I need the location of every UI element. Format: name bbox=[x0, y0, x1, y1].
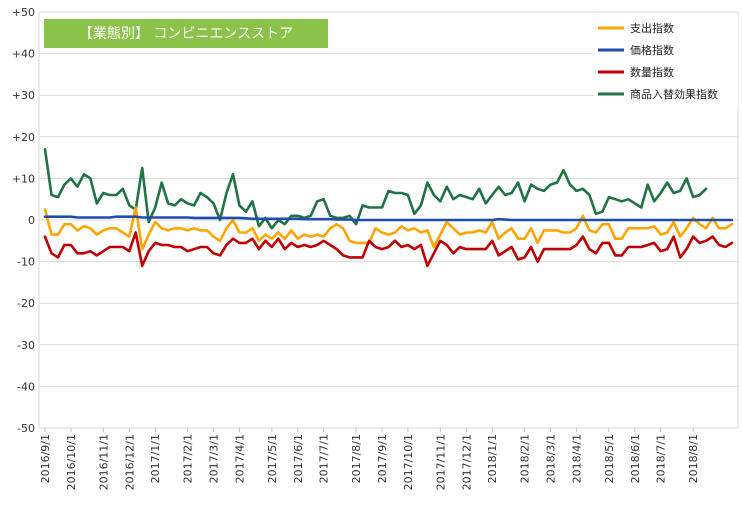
y-axis: +50 +40 +30 +20 +10 0 -10 -20 -30 -40 -50 bbox=[12, 6, 35, 435]
x-tick-label: 2017/6/1 bbox=[292, 434, 305, 483]
x-tick-label: 2018/4/1 bbox=[570, 434, 583, 483]
x-tick-label: 2017/7/1 bbox=[318, 434, 331, 483]
x-tick-label: 2017/10/1 bbox=[402, 434, 415, 490]
y-tick-label: 0 bbox=[28, 214, 35, 227]
series-line-3 bbox=[43, 148, 708, 230]
x-tick-label: 2018/1/1 bbox=[486, 434, 499, 483]
x-tick-label: 2017/4/1 bbox=[233, 434, 246, 483]
y-tick-label: +20 bbox=[12, 131, 35, 144]
x-tick-label: 2016/12/1 bbox=[123, 434, 136, 490]
y-tick-label: +40 bbox=[12, 48, 35, 61]
x-tick-label: 2017/9/1 bbox=[376, 434, 389, 483]
y-tick-label: -40 bbox=[17, 380, 35, 393]
x-tick-label: 2016/9/1 bbox=[39, 434, 52, 483]
y-tick-label: -30 bbox=[17, 339, 35, 352]
x-tick-label: 2018/8/1 bbox=[687, 434, 700, 483]
chart-title-text: 【業態別】 コンビニエンスストア bbox=[79, 26, 293, 42]
x-tick-label: 2017/12/1 bbox=[460, 434, 473, 490]
x-tick-label: 2018/3/1 bbox=[545, 434, 558, 483]
y-tick-label: -20 bbox=[17, 297, 35, 310]
y-tick-label: +10 bbox=[12, 172, 35, 185]
legend-label-0: 支出指数 bbox=[630, 21, 674, 35]
y-tick-label: -50 bbox=[17, 422, 35, 435]
series-line-1 bbox=[43, 215, 734, 222]
y-tick-label: +30 bbox=[12, 89, 35, 102]
x-tick-label: 2017/3/1 bbox=[208, 434, 221, 483]
grid bbox=[38, 11, 739, 429]
x-tick-label: 2018/6/1 bbox=[629, 434, 642, 483]
x-tick-label: 2017/2/1 bbox=[182, 434, 195, 483]
y-tick-label: -10 bbox=[17, 256, 35, 269]
x-tick-label: 2017/5/1 bbox=[266, 434, 279, 483]
x-tick-label: 2018/2/1 bbox=[519, 434, 532, 483]
x-tick-label: 2017/1/1 bbox=[149, 434, 162, 483]
legend-label-1: 価格指数 bbox=[630, 43, 674, 57]
x-tick-label: 2016/10/1 bbox=[65, 434, 78, 490]
chart-title: 【業態別】 コンビニエンスストア bbox=[44, 19, 328, 48]
x-tick-label: 2017/8/1 bbox=[350, 434, 363, 483]
chart-title-background bbox=[44, 19, 328, 48]
series-line-2 bbox=[43, 231, 734, 268]
legend-label-3: 商品入替効果指数 bbox=[630, 87, 718, 101]
y-tick-label: +50 bbox=[12, 6, 35, 19]
series-group bbox=[43, 148, 734, 268]
x-axis: 2016/9/1 2016/10/1 2016/11/1 2016/12/1 2017/… bbox=[39, 428, 700, 490]
x-tick-label: 2018/7/1 bbox=[655, 434, 668, 483]
x-tick-label: 2018/5/1 bbox=[603, 434, 616, 483]
x-tick-label: 2017/11/1 bbox=[434, 434, 447, 490]
series-line-0 bbox=[43, 206, 734, 251]
legend-label-2: 数量指数 bbox=[630, 65, 674, 79]
x-tick-label: 2016/11/1 bbox=[97, 434, 110, 490]
